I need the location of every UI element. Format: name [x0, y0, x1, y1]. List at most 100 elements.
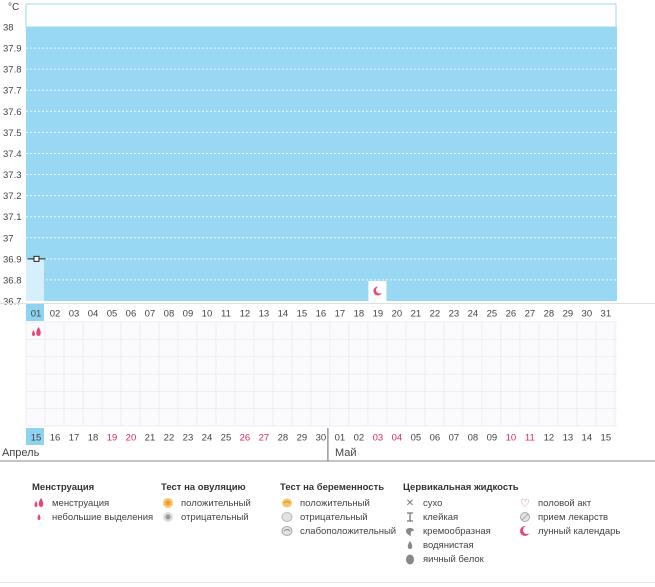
top-day-label: 25 [487, 309, 498, 320]
legend-other: ♡ половой акт прием лекарств лунный кале… [518, 496, 620, 538]
top-day-label: 14 [278, 309, 289, 320]
selected-day-cell [26, 304, 44, 321]
y-tick-label: 37.5 [3, 128, 22, 139]
top-day-label: 11 [221, 309, 231, 320]
legend-cervical-title: Цервикальная жидкость [403, 482, 519, 493]
top-day-label: 03 [69, 309, 80, 320]
negative-preg-icon [280, 511, 294, 523]
positive-test-icon [161, 497, 175, 509]
legend-label: положительный [181, 497, 251, 509]
bottom-date-label: 15 [31, 433, 42, 444]
bottom-date-label: 26 [240, 433, 251, 444]
top-day-label: 18 [354, 309, 365, 320]
bottom-date-label: 04 [392, 433, 403, 444]
menstruation-drops-icon [32, 497, 46, 509]
menstruation-drops-icon [31, 327, 41, 336]
bottom-date-label: 21 [145, 433, 156, 444]
y-tick-label: 36.9 [3, 254, 22, 265]
legend: Менструация менструация небольшие выделе… [0, 482, 655, 582]
top-day-label: 08 [164, 309, 175, 320]
legend-label: лунный календарь [538, 525, 621, 537]
bottom-date-label: 02 [354, 433, 365, 444]
top-day-label: 06 [126, 309, 137, 320]
moon-shadow [376, 286, 384, 294]
legend-label: яичный белок [423, 553, 484, 565]
y-tick-label: 37.2 [3, 191, 22, 202]
selected-date-cell [26, 428, 44, 445]
top-day-label: 23 [449, 309, 460, 320]
bottom-date-label: 25 [221, 433, 232, 444]
bottom-date-label: 07 [449, 433, 460, 444]
legend-menstruation-title: Менструация [32, 482, 95, 493]
negative-test-icon [161, 511, 175, 523]
bottom-date-label: 08 [468, 433, 479, 444]
chart-gridlines [26, 47, 617, 281]
weak-positive-icon [280, 525, 294, 537]
positive-preg-icon [280, 497, 294, 509]
legend-label: менструация [52, 497, 110, 509]
top-day-label: 17 [335, 309, 346, 320]
bottom-date-label: 13 [563, 433, 574, 444]
legend-ovulation: Тест на овуляцию положительный отрицател… [161, 482, 251, 524]
y-tick-label: 37.8 [3, 65, 22, 76]
legend-item: ✕ сухо [403, 496, 519, 510]
legend-item: менструация [32, 496, 153, 510]
top-day-label: 19 [373, 309, 384, 320]
temperature-point[interactable] [33, 255, 40, 262]
chart-plot-area[interactable] [26, 27, 617, 301]
bottom-date-label: 20 [126, 433, 137, 444]
chart-highlights [26, 258, 387, 301]
y-tick-label: 37.6 [3, 107, 22, 118]
top-day-label: 22 [430, 309, 441, 320]
legend-label: отрицательный [181, 511, 249, 523]
bottom-date-label: 18 [88, 433, 99, 444]
bottom-date-label: 17 [69, 433, 80, 444]
legend-item: лунный календарь [518, 524, 620, 538]
top-day-label: 05 [107, 309, 118, 320]
y-tick-label: 37.4 [3, 149, 22, 160]
bottom-date-label: 05 [411, 433, 422, 444]
bottom-date-label: 10 [506, 433, 517, 444]
legend-label: кремообразная [423, 525, 491, 537]
top-day-label: 07 [145, 309, 156, 320]
bottom-date-label: 03 [373, 433, 384, 444]
legend-menstruation: Менструация менструация небольшие выделе… [32, 482, 153, 524]
y-tick-label: 36.7 [3, 297, 22, 308]
top-day-label: 12 [240, 309, 251, 320]
bottom-date-label: 01 [335, 433, 346, 444]
legend-label: слабоположительный [300, 525, 397, 537]
row-divider [0, 303, 655, 304]
y-tick-label: 37.7 [3, 86, 22, 97]
symptom-grid[interactable]: 15 16 17 18 19 20 21 22 23 24 25 26 27 28 29 30 01 02 03 04… [0, 321, 655, 462]
bottom-date-label: 06 [430, 433, 441, 444]
bottom-date-label: 23 [183, 433, 194, 444]
legend-item: яичный белок [403, 552, 519, 566]
legend-label: водянистая [423, 539, 474, 551]
legend-item: небольшие выделения [32, 510, 153, 524]
legend-label: половой акт [538, 497, 592, 509]
bottom-date-label: 12 [544, 433, 555, 444]
pill-icon [518, 511, 532, 523]
dry-icon: ✕ [405, 497, 415, 509]
legend-label: сухо [423, 497, 443, 509]
top-day-label: 04 [88, 309, 99, 320]
bottom-date-label: 29 [297, 433, 308, 444]
legend-item: положительный [161, 496, 251, 510]
top-day-label: 13 [259, 309, 270, 320]
legend-item: положительный [280, 496, 396, 510]
legend-label: прием лекарств [538, 511, 609, 523]
temperature-points[interactable] [27, 255, 46, 262]
legend-label: небольшие выделения [52, 511, 154, 523]
top-day-label: 21 [411, 309, 422, 320]
y-tick-label: 36.8 [3, 275, 22, 286]
y-axis-ticks: 38 37.9 37.8 37.7 37.6 37.5 37.4 37.3 37.2 37.1 37… [3, 23, 22, 308]
sticky-icon [403, 511, 417, 523]
small-drop-icon [32, 511, 46, 523]
legend-cervical: Цервикальная жидкость ✕ сухо клейкая кре… [403, 482, 519, 566]
creamy-icon [403, 525, 417, 537]
top-day-label: 31 [601, 309, 612, 320]
temperature-chart: °C 38 37.9 37.8 37.7 37.6 37.5 37.4 37.3 37.2 37.… [0, 2, 655, 462]
legend-ovulation-title: Тест на овуляцию [161, 482, 246, 493]
moon-icon [518, 525, 532, 537]
top-day-label: 20 [392, 309, 403, 320]
